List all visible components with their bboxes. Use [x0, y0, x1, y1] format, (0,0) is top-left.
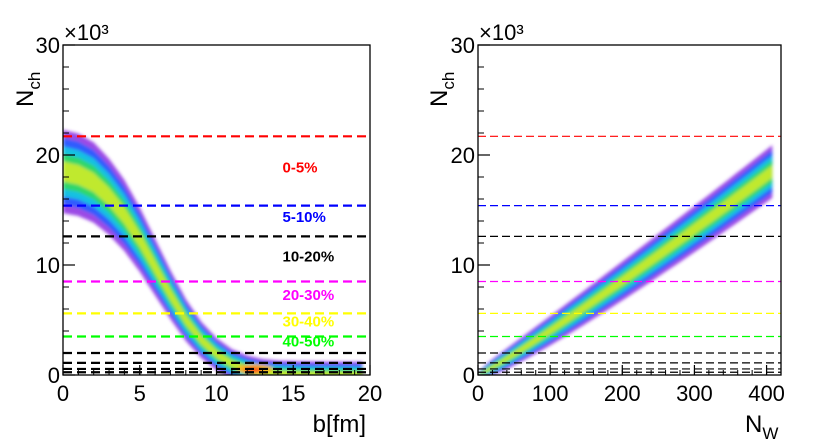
left-y-tick-label: 0 [48, 363, 60, 388]
svg-text:NW: NW [745, 411, 778, 440]
left-band-labels: 0-5% 5-10% 10-20% 20-30% 30-40% 40-50% [283, 160, 335, 351]
left-x-axis-label: b[fm] [313, 411, 366, 438]
left-y-exponent: ×10³ [64, 20, 109, 45]
left-y-tick-label: 30 [36, 33, 60, 58]
left-heat-layer-yellowgreen [63, 161, 363, 375]
band-label-1: 5-10% [283, 209, 326, 226]
right-heatmap [479, 145, 773, 375]
left-x-tick-label: 10 [204, 381, 228, 406]
right-x-tick-label: 0 [472, 381, 484, 406]
left-x-tick-label: 0 [57, 381, 69, 406]
right-y-tick-label: 10 [451, 253, 475, 278]
right-x-tick-label: 200 [604, 381, 641, 406]
right-axis-ticks: 0 100 200 300 400 0 10 20 30 [451, 33, 785, 406]
right-y-tick-label: 20 [451, 143, 475, 168]
right-y-tick-label: 30 [451, 33, 475, 58]
left-centrality-cuts [63, 135, 370, 374]
right-centrality-cuts [478, 135, 781, 373]
left-y-axis-label: Nch [12, 72, 44, 107]
right-x-tick-label: 400 [748, 381, 785, 406]
left-axis-ticks: 0 5 10 15 20 0 10 20 30 [36, 33, 383, 406]
right-y-axis-label: Nch [426, 72, 458, 107]
right-y-label-sub: ch [439, 72, 458, 90]
left-y-label-sub: ch [25, 72, 44, 90]
left-panel: 0 5 10 15 20 0 10 20 30 0-5% 5-10% 10-20% 20-30% 30-… [12, 20, 382, 438]
right-x-tick-label: 300 [676, 381, 713, 406]
band-label-5: 40-50% [283, 333, 335, 350]
right-y-exponent: ×10³ [479, 20, 524, 45]
right-heat-layer-cyan [479, 155, 773, 375]
band-label-3: 20-30% [283, 287, 335, 304]
band-label-0: 0-5% [283, 160, 318, 177]
right-y-tick-label: 0 [463, 363, 475, 388]
left-y-tick-label: 10 [36, 253, 60, 278]
svg-text:Nch: Nch [12, 72, 44, 107]
left-x-tick-label: 15 [281, 381, 305, 406]
left-y-tick-label: 20 [36, 143, 60, 168]
band-label-4: 30-40% [283, 314, 335, 331]
band-label-2: 10-20% [283, 249, 335, 266]
right-x-tick-label: 100 [532, 381, 569, 406]
left-plot-area [63, 129, 370, 375]
right-heat-layer-blue [479, 150, 773, 375]
svg-text:Nch: Nch [426, 72, 458, 107]
right-x-label-main: N [745, 411, 762, 438]
left-y-label-main: N [12, 90, 39, 107]
right-x-axis-label: NW [745, 411, 778, 440]
left-x-tick-label: 5 [134, 381, 146, 406]
right-x-label-sub: W [762, 424, 778, 440]
right-y-label-main: N [426, 90, 453, 107]
left-x-tick-label: 20 [358, 381, 382, 406]
right-plot-area [478, 135, 781, 375]
right-frame [477, 44, 782, 376]
